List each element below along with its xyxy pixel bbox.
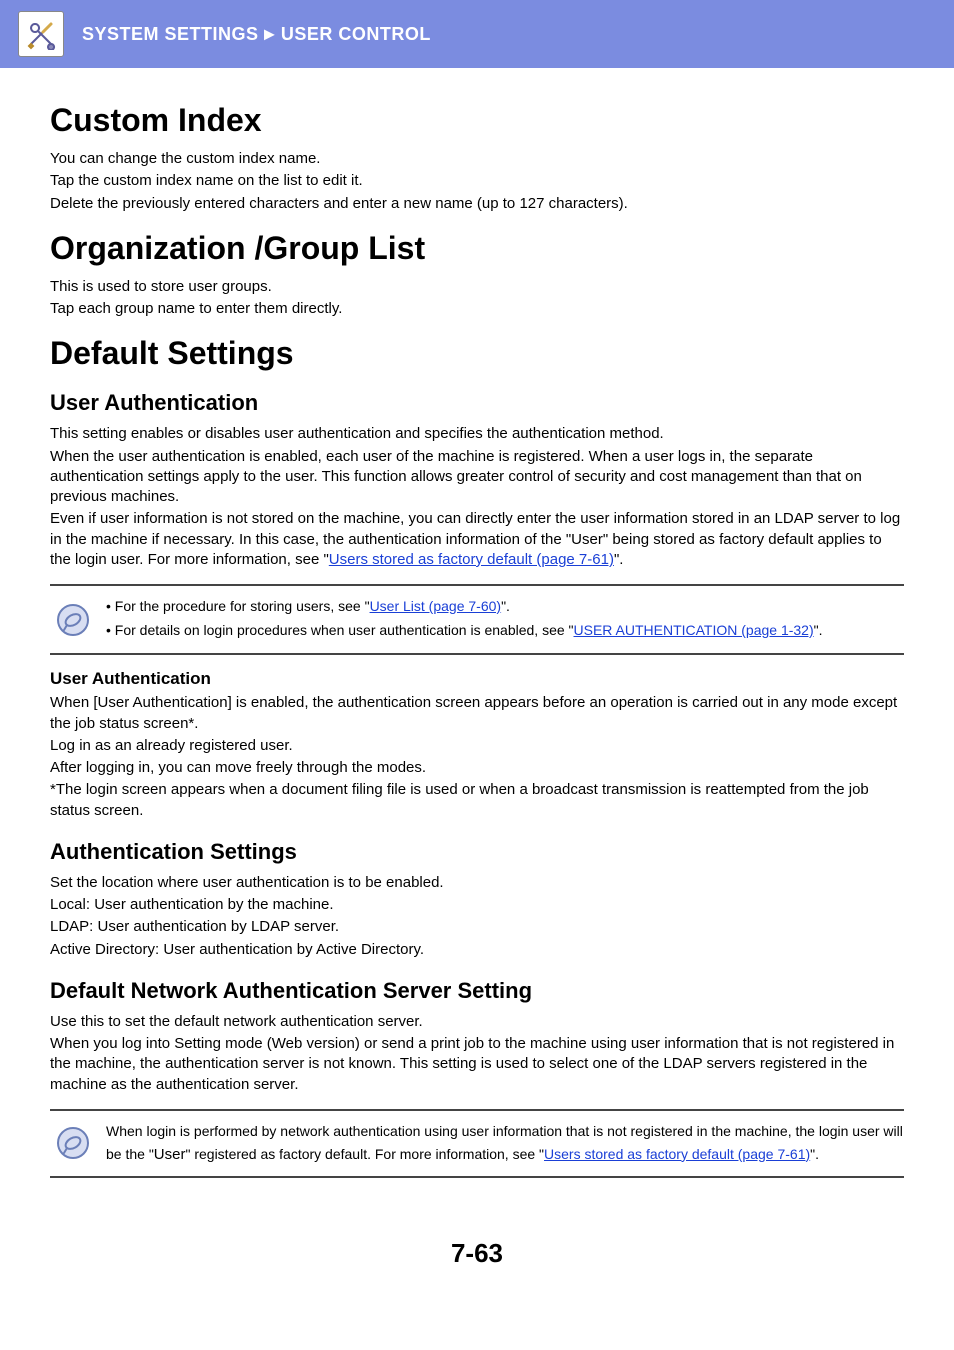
text: After logging in, you can move freely th… <box>50 758 904 778</box>
text: *The login screen appears when a documen… <box>50 780 904 821</box>
text: This is used to store user groups. <box>50 277 904 297</box>
text: This setting enables or disables user au… <box>50 424 904 444</box>
link-user-authentication[interactable]: USER AUTHENTICATION (page 1-32) <box>574 622 814 638</box>
text-user-word: User <box>154 1146 186 1163</box>
text: LDAP: User authentication by LDAP server… <box>50 917 904 937</box>
note-bullet: • For details on login procedures when u… <box>106 620 823 642</box>
text: Set the location where user authenticati… <box>50 873 904 893</box>
text: Even if user information is not stored o… <box>50 509 904 570</box>
note-box: When login is performed by network authe… <box>50 1109 904 1178</box>
note-box: • For the procedure for storing users, s… <box>50 584 904 655</box>
breadcrumb: SYSTEM SETTINGS►USER CONTROL <box>82 24 431 45</box>
text: Tap each group name to enter them direct… <box>50 299 904 319</box>
text: Active Directory: User authentication by… <box>50 940 904 960</box>
heading-default-settings: Default Settings <box>50 335 904 372</box>
page-content: Custom Index You can change the custom i… <box>0 68 954 1309</box>
note-bullet: • For the procedure for storing users, s… <box>106 596 823 618</box>
link-users-stored-factory-default[interactable]: Users stored as factory default (page 7-… <box>329 551 614 568</box>
text: You can change the custom index name. <box>50 149 904 169</box>
breadcrumb-section-a: SYSTEM SETTINGS <box>82 24 259 44</box>
note-info-icon <box>56 1126 90 1160</box>
settings-tools-icon <box>18 11 64 57</box>
text: When you log into Setting mode (Web vers… <box>50 1034 904 1095</box>
page-number: 7-63 <box>50 1238 904 1269</box>
subheading-user-authentication: User Authentication <box>50 669 904 689</box>
note-content: When login is performed by network authe… <box>106 1121 904 1166</box>
heading-custom-index: Custom Index <box>50 102 904 139</box>
text: When the user authentication is enabled,… <box>50 447 904 508</box>
text: When [User Authentication] is enabled, t… <box>50 693 904 734</box>
link-users-stored-factory-default[interactable]: Users stored as factory default (page 7-… <box>544 1146 810 1162</box>
text: Delete the previously entered characters… <box>50 194 904 214</box>
link-user-list[interactable]: User List (page 7-60) <box>370 598 502 614</box>
text: Log in as an already registered user. <box>50 736 904 756</box>
note-content: • For the procedure for storing users, s… <box>106 596 823 643</box>
heading-org-group-list: Organization /Group List <box>50 230 904 267</box>
heading-default-network-auth-server: Default Network Authentication Server Se… <box>50 978 904 1004</box>
text: Use this to set the default network auth… <box>50 1012 904 1032</box>
heading-user-authentication: User Authentication <box>50 390 904 416</box>
text: Tap the custom index name on the list to… <box>50 171 904 191</box>
heading-authentication-settings: Authentication Settings <box>50 839 904 865</box>
breadcrumb-section-b: USER CONTROL <box>281 24 431 44</box>
header-bar: SYSTEM SETTINGS►USER CONTROL <box>0 0 954 68</box>
breadcrumb-sep-icon: ► <box>261 24 279 44</box>
text: Local: User authentication by the machin… <box>50 895 904 915</box>
note-info-icon <box>56 603 90 637</box>
